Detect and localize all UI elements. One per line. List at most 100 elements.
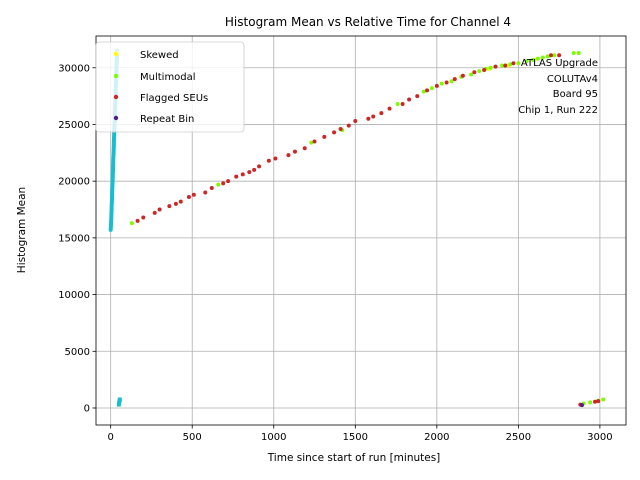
point-multimodal (477, 69, 482, 74)
point-multimodal (309, 140, 314, 145)
point-flagged-seus (312, 139, 317, 144)
point-flagged-seus (173, 201, 178, 206)
point-flagged-seus (444, 80, 449, 85)
point-flagged-seus (503, 63, 508, 68)
point-flagged-seus (332, 130, 337, 135)
y-tick-label: 0 (84, 403, 90, 414)
point-multimodal (552, 53, 557, 58)
y-tick-label: 30000 (58, 63, 90, 74)
annotation-line-3: Board 95 (553, 89, 598, 100)
point-multimodal (601, 397, 606, 402)
legend-marker-flagged-seus (113, 94, 119, 100)
point-flagged-seus (178, 199, 183, 204)
point-flagged-seus (387, 106, 392, 111)
x-tick-label: 1000 (261, 432, 286, 443)
plot-frame (95, 35, 627, 426)
point-flagged-seus (434, 83, 439, 88)
point-flagged-seus (460, 73, 465, 78)
point-flagged-seus (247, 170, 252, 175)
point-multimodal (545, 54, 550, 59)
point-flagged-seus (252, 167, 257, 172)
point-flagged-seus (292, 149, 297, 154)
point-flagged-seus (353, 119, 358, 124)
annotation-line-1: ATLAS Upgrade (521, 58, 598, 69)
point-normal (117, 397, 122, 402)
y-tick-label: 5000 (65, 347, 90, 358)
data-layer (108, 48, 606, 408)
point-multimodal (531, 57, 536, 62)
point-flagged-seus (415, 94, 420, 99)
point-multimodal (516, 61, 521, 66)
point-multimodal (540, 55, 545, 60)
point-multimodal (488, 65, 493, 70)
point-multimodal (500, 63, 505, 68)
point-flagged-seus (425, 88, 430, 93)
x-tick-label: 1500 (343, 432, 368, 443)
legend-box (95, 41, 245, 133)
legend-marker-repeat-bin (113, 115, 119, 121)
grid-layer (96, 36, 626, 425)
series-repeat-bin (579, 403, 584, 408)
legend-label-repeat-bin: Repeat Bin (140, 114, 194, 125)
point-flagged-seus (548, 53, 553, 58)
point-flagged-seus (407, 97, 412, 102)
point-flagged-seus (221, 181, 226, 186)
y-axis-label: Histogram Mean (16, 187, 28, 273)
x-tick-label: 3000 (587, 432, 612, 443)
x-axis-label: Time since start of run [minutes] (267, 452, 441, 464)
point-multimodal (439, 81, 444, 86)
point-flagged-seus (302, 146, 307, 151)
point-flagged-seus (191, 192, 196, 197)
point-flagged-seus (472, 70, 477, 75)
y-tick-label: 10000 (58, 290, 90, 301)
point-flagged-seus (226, 179, 231, 184)
annotation-line-2: COLUTAv4 (547, 74, 598, 85)
point-flagged-seus (482, 68, 487, 73)
point-flagged-seus (593, 399, 598, 404)
point-multimodal (535, 56, 540, 61)
tick-layer: 0 500 1000 1500 2000 2500 30000500010000150002… (58, 63, 612, 443)
legend-marker-multimodal (113, 73, 119, 79)
point-flagged-seus (141, 215, 146, 220)
point-repeat-bin (579, 403, 584, 408)
point-multimodal (576, 51, 581, 56)
point-multimodal (469, 72, 474, 77)
point-multimodal (588, 400, 593, 405)
point-flagged-seus (379, 111, 384, 116)
point-flagged-seus (209, 185, 214, 190)
x-tick-label: 2500 (506, 432, 531, 443)
point-flagged-seus (152, 210, 157, 215)
point-flagged-seus (346, 123, 351, 128)
point-multimodal (524, 58, 529, 63)
annotation-block: ATLAS Upgrade COLUTAv4 Board 95 Chip 1, … (518, 58, 598, 116)
legend-label-skewed: Skewed (140, 50, 179, 61)
x-tick-label: 2000 (424, 432, 449, 443)
point-flagged-seus (493, 64, 498, 69)
point-flagged-seus (186, 195, 191, 200)
point-flagged-seus (240, 172, 245, 177)
point-flagged-seus (366, 116, 371, 121)
chart-title: Histogram Mean vs Relative Time for Chan… (225, 15, 511, 29)
point-flagged-seus (400, 102, 405, 107)
point-flagged-seus (286, 153, 291, 158)
point-multimodal (421, 89, 426, 94)
point-flagged-seus (322, 134, 327, 139)
annotation-line-4: Chip 1, Run 222 (518, 105, 598, 116)
point-flagged-seus (557, 53, 562, 58)
point-flagged-seus (371, 114, 376, 119)
x-tick-label: 500 (183, 432, 202, 443)
point-multimodal (129, 221, 134, 226)
point-flagged-seus (257, 164, 262, 169)
y-tick-label: 25000 (58, 120, 90, 131)
y-tick-label: 20000 (58, 177, 90, 188)
y-tick-label: 15000 (58, 233, 90, 244)
point-flagged-seus (167, 204, 172, 209)
point-multimodal (449, 79, 454, 84)
point-flagged-seus (135, 218, 140, 223)
legend: Skewed Multimodal Flagged SEUs Repeat Bi… (95, 41, 245, 133)
point-multimodal (571, 51, 576, 56)
point-multimodal (216, 182, 221, 187)
x-tick-label: 0 (107, 432, 113, 443)
